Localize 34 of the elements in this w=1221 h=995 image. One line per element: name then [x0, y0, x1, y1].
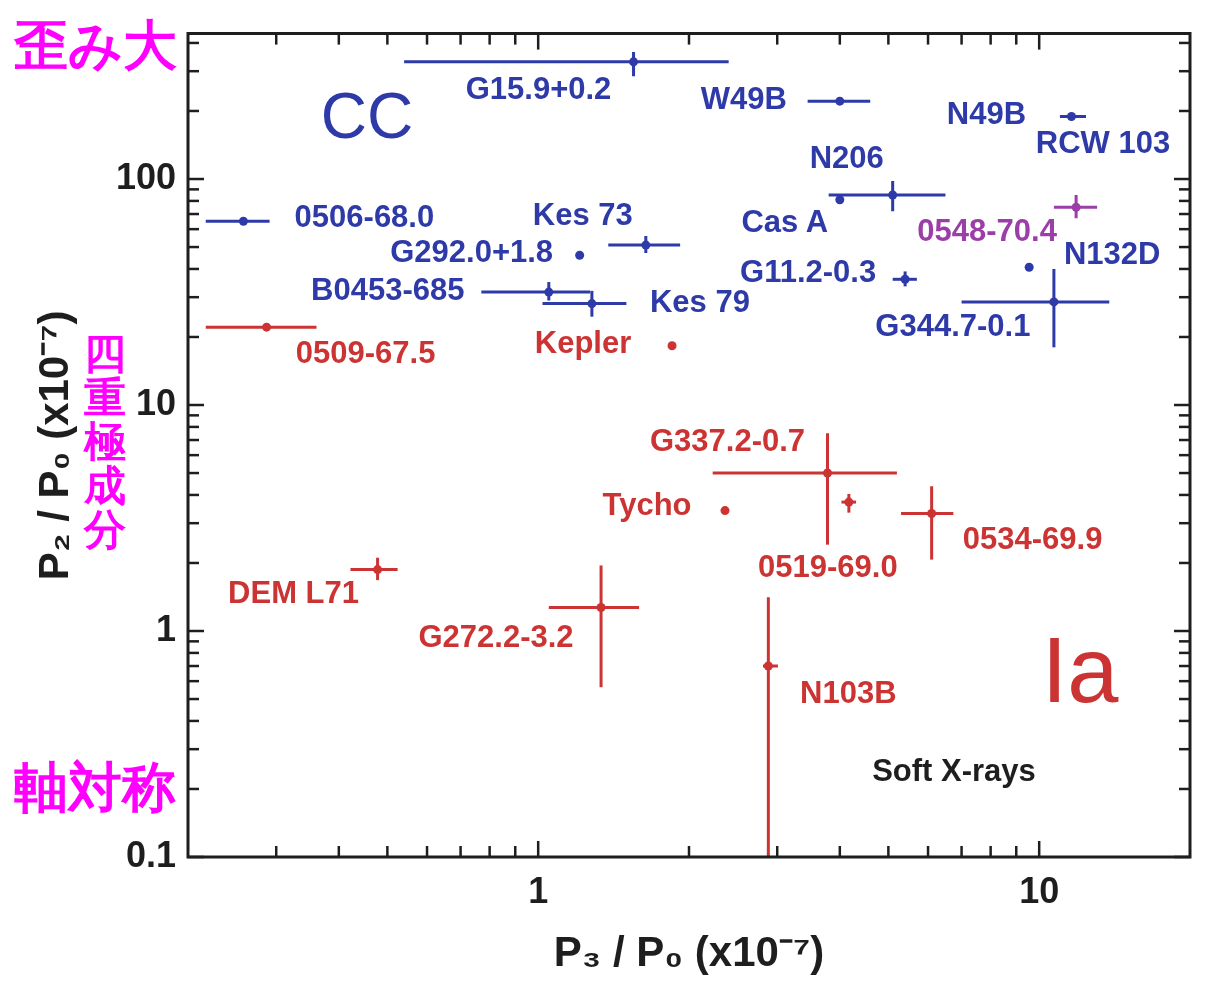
annotation: G344.7-0.1 [875, 308, 1031, 344]
annotation: N49B [946, 96, 1027, 132]
annotation: N103B [800, 674, 897, 710]
annotation: DEM L71 [228, 575, 360, 611]
annotation: W49B [700, 80, 787, 116]
y-tick-label: 10 [135, 381, 176, 423]
x-axis-title: P₃ / P₀ (x10⁻⁷) [553, 928, 825, 976]
y-tick-label: 1 [155, 607, 176, 649]
annotation: G15.9+0.2 [465, 71, 612, 107]
y-tick-label: 0.1 [125, 833, 176, 875]
y-axis-title: P₂ / P₀ (x10⁻⁷) [29, 310, 77, 581]
annotation: N206 [809, 139, 884, 175]
annotation: 0519-69.0 [758, 548, 898, 584]
annotation: Kepler [534, 325, 632, 361]
annotation: 0509-67.5 [295, 334, 436, 370]
text: 軸対称 [14, 756, 176, 819]
text: 四重極成分 [84, 329, 126, 555]
annotation: G272.2-3.2 [418, 619, 574, 655]
annotation: N132D [1063, 235, 1161, 271]
annotation: Kes 73 [532, 196, 633, 232]
annotation: Cas A [741, 204, 829, 240]
annotation: Ia [1041, 619, 1120, 722]
annotation: CC [320, 79, 414, 152]
annotation: Tycho [602, 487, 692, 523]
annotation: B0453-685 [311, 271, 465, 307]
text: 歪み大 [14, 14, 177, 77]
annotation: 0506-68.0 [294, 198, 435, 234]
annotation: 0548-70.4 [917, 212, 1058, 248]
annotation: G292.0+1.8 [390, 233, 554, 269]
annotation: G337.2-0.7 [649, 422, 806, 458]
annotation: 0534-69.9 [962, 521, 1103, 557]
annotation: Soft X-rays [872, 752, 1036, 788]
y-tick-label: 100 [115, 155, 176, 197]
annotation: RCW 103 [1035, 124, 1171, 160]
